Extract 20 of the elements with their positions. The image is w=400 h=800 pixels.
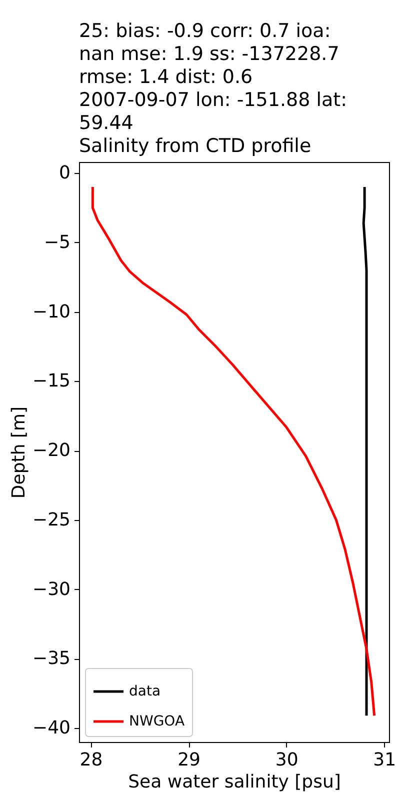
y-axis-title: Depth [m]	[8, 406, 30, 499]
legend-label: NWGOA	[129, 714, 185, 730]
x-axis-title: Sea water salinity [psu]	[128, 772, 341, 792]
y-tick-label: −5	[44, 232, 70, 253]
x-tick-label: 28	[80, 750, 103, 770]
y-tick-label: −20	[32, 440, 70, 462]
y-tick-label: −40	[32, 718, 70, 739]
y-tick-label: −30	[32, 578, 70, 600]
legend-label: data	[129, 684, 161, 700]
x-tick-label: 30	[275, 750, 298, 770]
x-tick-label: 29	[178, 750, 200, 770]
line-series	[362, 186, 368, 717]
y-tick-label: 0	[59, 162, 70, 184]
y-tick-label: −10	[32, 301, 70, 322]
y-tick-label: −25	[32, 509, 70, 530]
y-tick-label: −15	[32, 370, 70, 392]
line-series	[91, 186, 376, 717]
chart-title: 25: bias: -0.9 corr: 0.7 ioa: nan mse: 1.9 ss: -137228.7 rmse: 1.4 dist: 0.6 2007-09-07 lon: -151.88 lat: 59.44 Salinity from CTD profile	[79, 20, 347, 157]
y-tick-label: −35	[32, 648, 70, 670]
x-tick-label: 31	[373, 750, 396, 770]
